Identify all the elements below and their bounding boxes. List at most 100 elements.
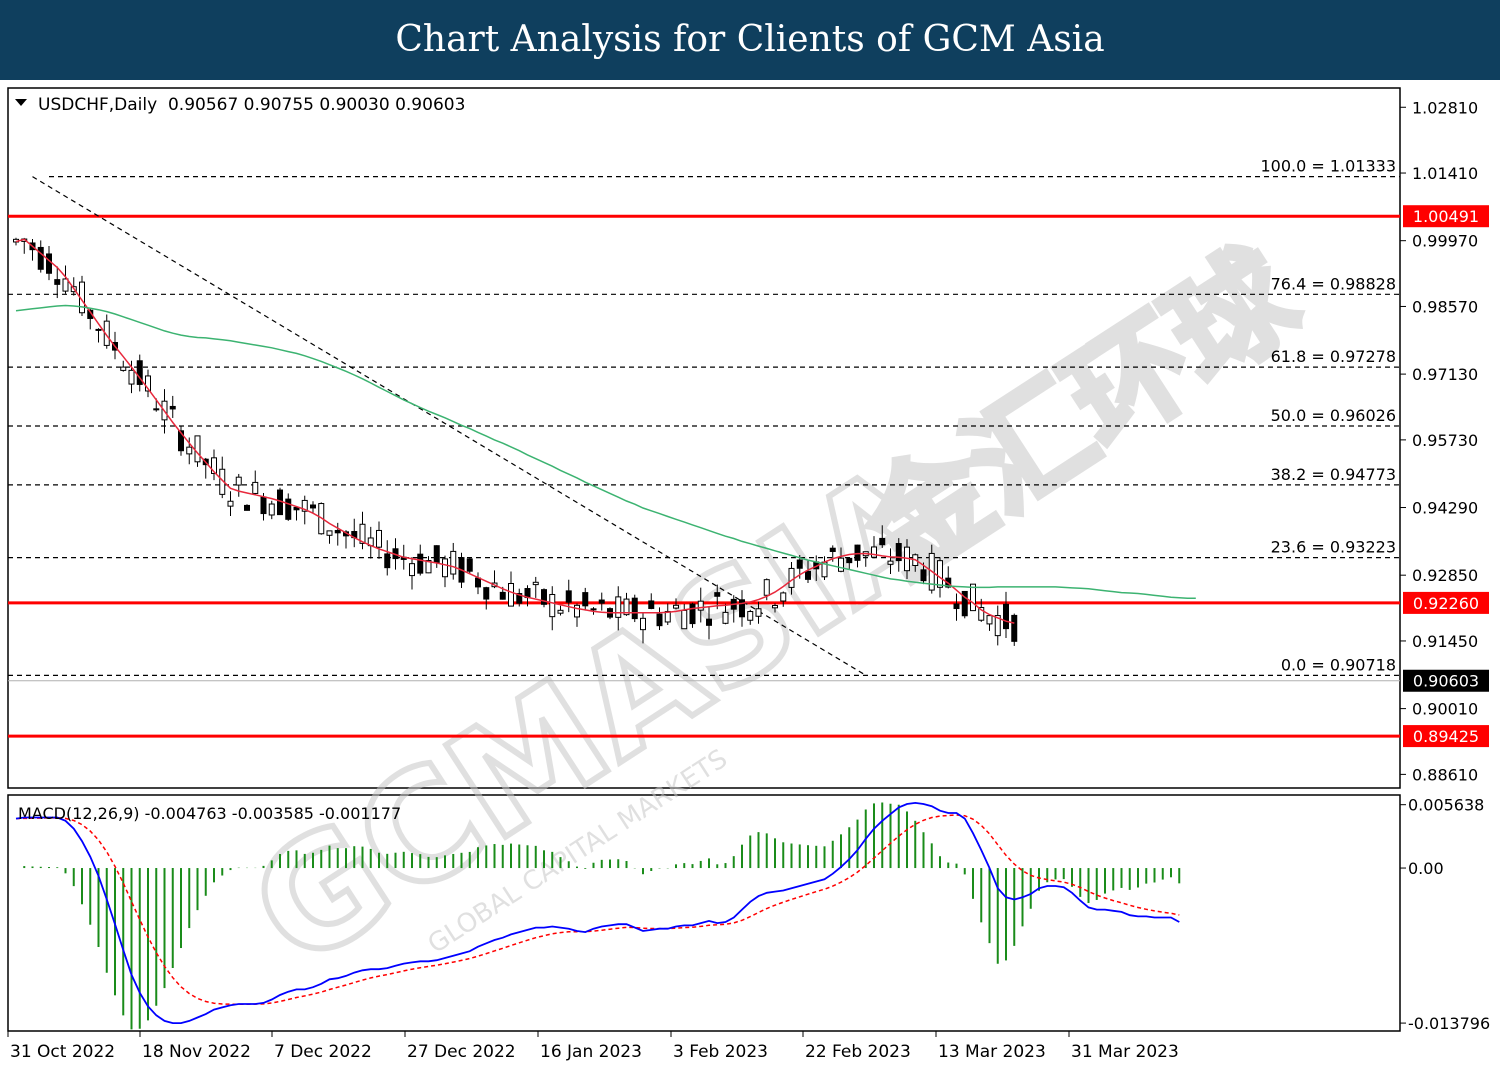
candle-body — [417, 553, 424, 574]
candle-body — [310, 504, 316, 509]
candle-body — [359, 523, 366, 544]
candle-body — [829, 547, 836, 552]
candle-body — [334, 529, 341, 534]
candle-body — [714, 592, 721, 597]
candle-body — [136, 360, 143, 385]
candle-body — [656, 613, 663, 627]
candle-body — [532, 581, 539, 586]
candle-body — [128, 369, 135, 385]
candle-body — [739, 599, 745, 618]
time-axis: 31 Oct 2022 18 Nov 2022 7 Dec 2022 27 Dec 2… — [7, 1031, 1179, 1062]
fib-level-label: 61.8 = 0.97278 — [1271, 347, 1396, 366]
time-tick-label: 22 Feb 2023 — [805, 1042, 911, 1062]
price-tick-label: 0.98570 — [1412, 297, 1478, 316]
candle-body — [772, 604, 778, 609]
candle-body — [54, 279, 61, 285]
moving-averages — [15, 238, 1196, 624]
symbol-info: USDCHF,Daily 0.90567 0.90755 0.90030 0.9… — [38, 95, 465, 115]
candle-body — [508, 583, 514, 607]
candle-body — [838, 557, 844, 572]
candle-body — [697, 600, 704, 611]
candle-body — [425, 560, 432, 574]
candle-body — [145, 375, 151, 392]
candle-body — [169, 405, 176, 410]
candle-body — [450, 550, 457, 575]
candle-body — [326, 530, 333, 536]
candle-body — [689, 603, 696, 625]
price-tick-label: 0.88610 — [1412, 765, 1478, 784]
candle-body — [178, 430, 184, 452]
candle-body — [384, 553, 391, 569]
price-tick-label: 0.90010 — [1412, 700, 1478, 719]
candle-body — [590, 608, 597, 611]
candle-body — [46, 253, 52, 274]
candle-body — [755, 608, 762, 617]
price-tick-label: 0.91450 — [1412, 632, 1478, 651]
candle-body — [920, 569, 927, 582]
candle-body — [557, 609, 564, 614]
sr-level-tag — [1403, 725, 1489, 748]
current-price-tag-label: 0.90603 — [1413, 672, 1479, 691]
time-tick-label: 13 Mar 2023 — [938, 1042, 1046, 1062]
candle-body — [615, 596, 622, 618]
price-tick-label: 0.99970 — [1412, 232, 1478, 251]
candle-body — [244, 504, 250, 511]
price-tick-label: 1.01410 — [1412, 164, 1478, 183]
macd-signal-line — [15, 814, 1180, 1005]
fib-level-label: 100.0 = 1.01333 — [1260, 157, 1396, 176]
candle-body — [879, 537, 886, 546]
candle-body — [953, 603, 960, 610]
time-tick-label: 31 Mar 2023 — [1071, 1042, 1179, 1062]
time-tick-label: 16 Jan 2023 — [540, 1042, 642, 1062]
candle-body — [1003, 603, 1009, 630]
candle-body — [763, 579, 770, 596]
candle-body — [268, 503, 275, 516]
candle-body — [937, 560, 943, 588]
macd-tick-label: 0.005638 — [1408, 796, 1484, 815]
fib-level-label: 50.0 = 0.96026 — [1271, 406, 1396, 425]
moving-average-line — [15, 304, 1196, 599]
moving-average-line — [15, 238, 1015, 624]
candle-body — [95, 328, 102, 331]
price-axis: 1.02810 1.01410 0.99970 0.98570 0.97130 0.957… — [1400, 98, 1478, 784]
banner-title: Chart Analysis for Clients of GCM Asia — [0, 0, 1500, 80]
candle-body — [706, 618, 712, 626]
price-tick-label: 1.02810 — [1412, 98, 1478, 117]
candle-body — [120, 366, 127, 371]
main-panel-frame — [7, 87, 1401, 789]
candle-body — [1011, 614, 1018, 642]
sr-level-tag — [1403, 591, 1489, 614]
fib-level-label: 76.4 = 0.98828 — [1271, 274, 1396, 293]
candle-body — [961, 590, 968, 617]
candle-body — [673, 604, 679, 609]
candle-body — [541, 589, 547, 605]
price-chart[interactable]: GCMASIA 金汇环球 GLOBAL CAPITAL MARKETS 100.… — [0, 80, 1500, 1071]
candle-body — [664, 610, 671, 623]
candle-body — [970, 583, 976, 612]
fib-level-label: 0.0 = 0.90718 — [1281, 655, 1396, 674]
fibonacci-levels: 100.0 = 1.01333 76.4 = 0.98828 61.8 = 0.97… — [8, 157, 1400, 676]
macd-tick-label: 0.00 — [1408, 859, 1444, 878]
candle-body — [994, 615, 1001, 637]
candle-body — [871, 546, 877, 558]
candle-body — [986, 615, 993, 625]
candle-body — [780, 592, 787, 602]
candle-body — [887, 560, 894, 565]
candle-body — [499, 591, 506, 600]
support-resistance-levels: 1.00491 0.92260 0.89425 0.90603 — [8, 205, 1489, 748]
macd-panel-frame — [7, 794, 1401, 1032]
price-tick-label: 0.92850 — [1412, 566, 1478, 585]
candle-body — [565, 590, 572, 603]
time-tick-label: 27 Dec 2022 — [407, 1042, 516, 1062]
macd-label: MACD(12,26,9) -0.004763 -0.003585 -0.001… — [18, 804, 401, 823]
candle-body — [747, 611, 754, 621]
sr-level-tag — [1403, 205, 1489, 228]
sr-level-tag-label: 1.00491 — [1413, 207, 1479, 226]
time-tick-label: 7 Dec 2022 — [274, 1042, 372, 1062]
fib-level-label: 38.2 = 0.94773 — [1271, 465, 1396, 484]
candle-body — [978, 606, 985, 621]
dropdown-triangle-icon[interactable] — [15, 99, 27, 106]
candle-body — [895, 543, 902, 562]
candle-body — [598, 599, 605, 604]
candle-body — [194, 435, 201, 463]
